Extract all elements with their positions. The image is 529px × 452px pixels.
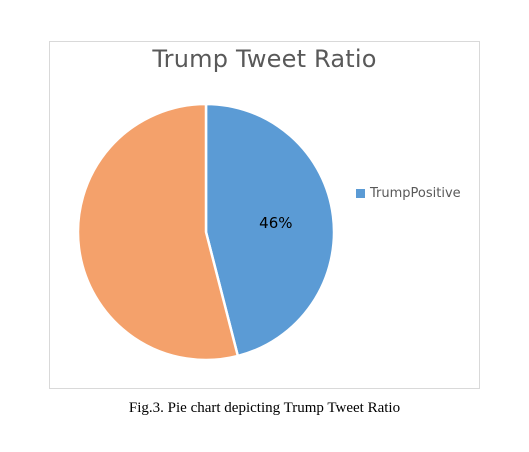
legend-label-trumppositive: TrumpPositive	[370, 186, 461, 201]
pie-slice-other	[76, 102, 240, 362]
figure-caption: Fig.3. Pie chart depicting Trump Tweet R…	[128, 400, 401, 416]
legend: TrumpPositive	[356, 186, 461, 201]
chart-title: Trump Tweet Ratio	[152, 45, 377, 73]
legend-swatch-trumppositive	[356, 189, 365, 198]
pie-data-label-trumppositive: 46%	[259, 214, 292, 232]
pie-slice-trumppositive	[204, 102, 336, 358]
